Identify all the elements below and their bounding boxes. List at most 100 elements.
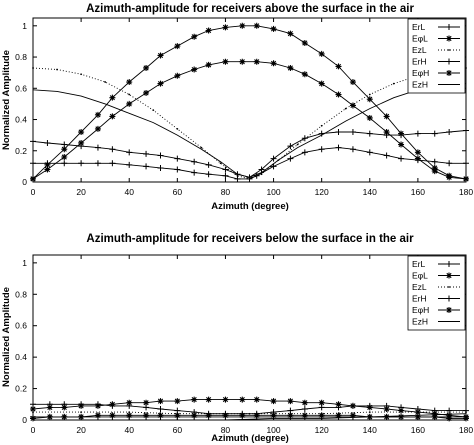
- data-point: [463, 127, 469, 134]
- y-axis-label: Normalized Amplitude: [1, 50, 12, 150]
- y-tick-label: 1: [22, 21, 27, 31]
- data-point: [32, 411, 34, 414]
- data-point: [366, 96, 373, 103]
- data-point: [157, 412, 164, 419]
- data-point: [109, 401, 116, 408]
- y-tick-label: 0.8: [15, 52, 27, 62]
- legend-item: EφL: [412, 34, 460, 44]
- data-point: [431, 130, 438, 137]
- series-line: [32, 67, 467, 180]
- data-point: [239, 22, 246, 29]
- data-point: [270, 163, 277, 170]
- data-point: [78, 402, 85, 409]
- data-point: [414, 149, 421, 156]
- x-tick-label: 120: [315, 187, 329, 197]
- data-point: [414, 413, 421, 420]
- x-tick-label: 180: [459, 425, 473, 435]
- y-tick-label: 1: [22, 258, 27, 268]
- data-point: [191, 169, 198, 176]
- data-point: [446, 415, 453, 422]
- x-tick-label: 60: [173, 425, 183, 435]
- data-point: [349, 79, 356, 86]
- data-point: [174, 166, 181, 173]
- data-point: [335, 129, 342, 136]
- data-point: [349, 402, 356, 409]
- legend-marker: [446, 35, 452, 42]
- data-point: [416, 411, 419, 414]
- legend-label: EφL: [412, 271, 428, 281]
- series-line: [32, 25, 467, 180]
- data-point: [191, 412, 198, 419]
- data-point: [46, 404, 53, 411]
- data-point: [446, 160, 453, 167]
- data-point: [157, 164, 164, 171]
- data-point: [205, 396, 212, 403]
- legend-marker: [446, 70, 452, 76]
- data-point: [383, 113, 390, 120]
- series-line: [32, 414, 466, 419]
- x-tick-label: 40: [124, 425, 134, 435]
- data-point: [335, 63, 342, 70]
- data-point: [126, 100, 133, 107]
- data-point: [143, 150, 150, 157]
- data-point: [287, 398, 294, 405]
- data-point: [335, 412, 342, 419]
- data-point: [78, 160, 85, 167]
- y-tick-label: 0.2: [15, 384, 27, 394]
- data-point: [205, 61, 212, 68]
- data-point: [44, 161, 51, 168]
- data-point: [80, 411, 83, 414]
- data-point: [174, 412, 181, 419]
- data-point: [157, 52, 164, 59]
- data-point: [61, 413, 68, 420]
- data-point: [174, 43, 181, 50]
- x-tick-label: 0: [31, 425, 36, 435]
- legend-label: EzH: [412, 317, 428, 327]
- data-point: [446, 129, 453, 136]
- data-point: [301, 71, 308, 78]
- data-point: [349, 146, 356, 153]
- data-point: [270, 412, 277, 419]
- data-point: [463, 415, 469, 422]
- legend-item: EzL: [412, 282, 460, 292]
- series-EφL: [30, 58, 469, 182]
- legend-marker: [446, 24, 452, 30]
- legend-label: EφH: [412, 68, 429, 78]
- data-point: [253, 22, 260, 29]
- chart-title: Azimuth-amplitude for receivers above th…: [86, 3, 414, 15]
- data-point: [392, 82, 395, 85]
- data-point: [174, 72, 181, 79]
- series-EφH: [30, 22, 469, 182]
- legend-item: EφH: [412, 68, 460, 78]
- data-point: [431, 410, 438, 417]
- data-point: [318, 50, 325, 57]
- data-point: [301, 412, 308, 419]
- data-point: [191, 66, 198, 73]
- data-point: [61, 160, 68, 167]
- chart-title: Azimuth-amplitude for receivers below th…: [86, 233, 414, 245]
- legend-item: EzH: [412, 80, 460, 90]
- data-point: [239, 58, 246, 65]
- data-point: [222, 172, 229, 179]
- legend-item: ErH: [412, 57, 460, 67]
- data-point: [287, 30, 294, 37]
- data-point: [157, 80, 164, 87]
- legend-item: EzL: [412, 45, 460, 55]
- data-point: [143, 64, 150, 71]
- data-point: [383, 132, 390, 139]
- x-tick-label: 160: [411, 425, 425, 435]
- data-point: [61, 154, 68, 161]
- legend-label: EφH: [412, 305, 429, 315]
- plot-frame: [32, 254, 467, 421]
- data-point: [104, 81, 107, 83]
- data-point: [301, 399, 308, 406]
- data-point: [109, 412, 116, 419]
- x-tick-label: 180: [459, 187, 473, 197]
- data-point: [366, 149, 373, 156]
- data-point: [44, 166, 51, 173]
- data-point: [30, 138, 36, 145]
- data-point: [219, 162, 222, 165]
- legend-item: EφH: [412, 305, 460, 315]
- data-point: [398, 141, 405, 148]
